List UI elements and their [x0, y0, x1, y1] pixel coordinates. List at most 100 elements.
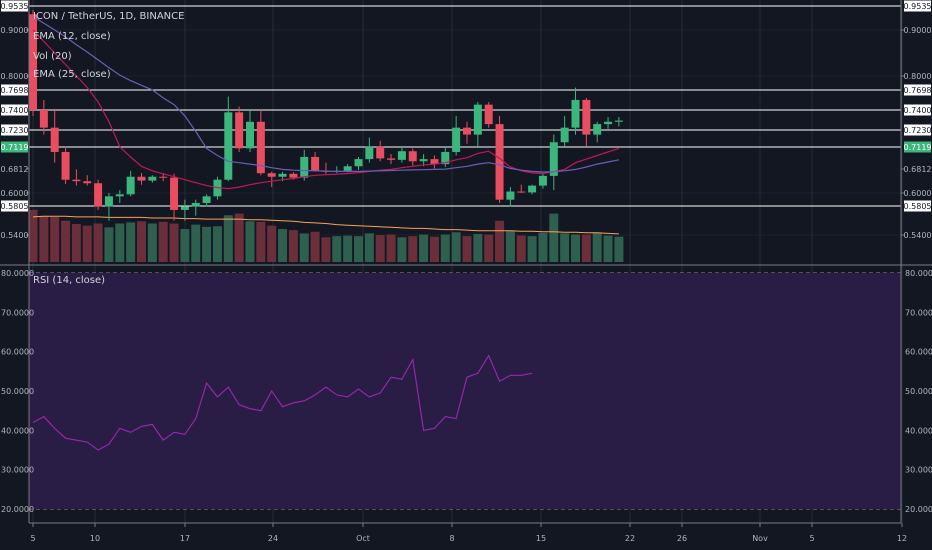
- left-price-label: 0.7400: [1, 106, 29, 115]
- ema12-legend[interactable]: EMA (12, close): [33, 31, 111, 42]
- candle-body: [61, 151, 70, 180]
- left-price-label: 0.6000: [1, 189, 29, 198]
- volume-bar: [614, 236, 624, 262]
- right-price-label-box: [904, 0, 931, 12]
- candle-body: [430, 159, 439, 165]
- x-date-label: Oct: [356, 534, 370, 543]
- right-price-label-box: [904, 84, 931, 96]
- candle-body: [278, 173, 287, 177]
- candle-body: [463, 127, 471, 135]
- candle-body: [39, 110, 48, 128]
- volume-bar: [126, 222, 136, 262]
- rsi-right-label: 70.0000: [905, 308, 932, 317]
- volume-bar: [484, 234, 494, 262]
- rsi-left-label: 60.0000: [1, 348, 34, 357]
- candle-body: [604, 121, 613, 125]
- left-price-label: 0.9000: [1, 26, 29, 35]
- x-date-label: 22: [625, 534, 635, 543]
- candle-body: [94, 183, 103, 207]
- candle-body: [538, 175, 547, 186]
- volume-bar: [592, 232, 602, 262]
- candle-body: [50, 127, 59, 152]
- volume-bar: [571, 234, 580, 262]
- volume-bars: [29, 209, 624, 262]
- right-price-label-box: [904, 104, 931, 116]
- volume-bar: [419, 234, 429, 262]
- candle-body: [246, 121, 254, 149]
- candle-body: [180, 206, 189, 210]
- volume-bar: [29, 209, 38, 262]
- volume-bar: [538, 232, 548, 262]
- volume-bar: [288, 230, 298, 262]
- x-date-label: 26: [677, 534, 687, 543]
- volume-bar: [267, 225, 277, 262]
- rsi-left-label: 80.0000: [1, 269, 34, 278]
- volume-bar: [234, 213, 244, 262]
- ema25-legend[interactable]: EMA (25, close): [33, 69, 111, 80]
- volume-bar: [71, 224, 81, 262]
- right-price-label: 0.7698: [904, 86, 932, 95]
- x-date-label: 17: [180, 534, 190, 543]
- right-price-label: 0.7119: [904, 143, 932, 152]
- ema25-line: [32, 15, 620, 173]
- rsi-right-label: 60.0000: [905, 348, 932, 357]
- volume-bar: [375, 235, 385, 262]
- volume-bar: [354, 236, 363, 262]
- right-price-label: 0.7230: [904, 126, 932, 135]
- rsi-band: [29, 273, 901, 509]
- left-price-label: 0.7119: [1, 143, 29, 152]
- volume-bar: [191, 224, 201, 262]
- volume-bar: [581, 234, 591, 262]
- rsi-left-label: 70.0000: [1, 308, 34, 317]
- x-date-label: 5: [30, 534, 35, 543]
- x-date-label: 10: [90, 534, 100, 543]
- right-price-label-box: [904, 124, 931, 136]
- volume-bar: [50, 216, 60, 262]
- left-price-label-box: [1, 141, 28, 153]
- left-price-label-box: [1, 0, 28, 12]
- candle-body: [311, 156, 320, 171]
- candle-body: [289, 173, 298, 178]
- x-date-label: 12: [897, 534, 907, 543]
- volume-bar: [212, 226, 222, 262]
- candle-body: [72, 179, 81, 182]
- volume-bar: [560, 233, 570, 262]
- candle-body: [267, 173, 276, 177]
- rsi-left-label: 40.0000: [1, 426, 34, 435]
- left-price-label: 0.9535: [1, 2, 29, 11]
- candle-body: [582, 99, 591, 135]
- volume-bar: [256, 221, 266, 262]
- volume-bar: [397, 237, 407, 262]
- volume-bar: [137, 221, 146, 262]
- rsi-line: [32, 354, 533, 451]
- right-price-label-box: [904, 141, 931, 153]
- candle-body: [452, 127, 461, 152]
- candle-body: [593, 124, 602, 135]
- left-price-label: 0.7230: [1, 126, 29, 135]
- volume-bar: [245, 221, 255, 262]
- volume-bar: [516, 235, 526, 262]
- candle-body: [343, 166, 352, 171]
- volume-legend[interactable]: Vol (20): [33, 51, 72, 62]
- candle-body: [408, 151, 417, 162]
- candle-body: [29, 14, 37, 111]
- rsi-legend[interactable]: RSI (14, close): [33, 275, 106, 286]
- right-price-label: 0.7400: [904, 106, 932, 115]
- left-price-label-box: [1, 124, 28, 136]
- x-date-label: 8: [449, 534, 454, 543]
- candle-body: [115, 194, 124, 197]
- candle-body: [387, 158, 396, 160]
- volume-bar: [278, 229, 288, 262]
- left-price-label-box: [1, 200, 28, 212]
- volume-bar: [82, 225, 92, 262]
- left-price-label: 0.5805: [1, 202, 29, 211]
- volume-bar: [147, 223, 157, 262]
- volume-bar: [549, 213, 559, 262]
- candle-body: [473, 104, 482, 135]
- candle-body: [191, 203, 200, 207]
- candle-body: [202, 196, 211, 203]
- candle-body: [506, 191, 515, 200]
- right-price-label: 0.5400: [904, 231, 932, 240]
- candle-body: [137, 176, 146, 181]
